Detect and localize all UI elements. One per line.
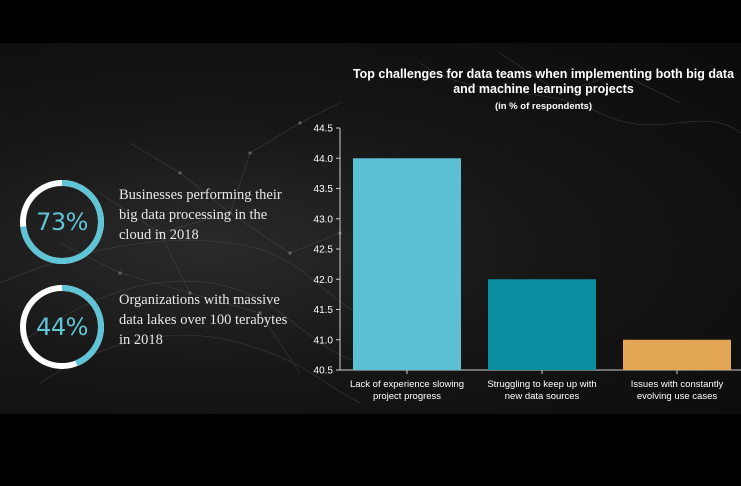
- y-tick-label: 42.0: [314, 275, 334, 286]
- x-tick-label: Lack of experience slowing project progre…: [350, 379, 464, 402]
- bar: [623, 339, 731, 370]
- y-tick-label: 43.0: [314, 214, 334, 225]
- ring-fill: [20, 285, 104, 369]
- y-tick-label: 40.5: [314, 366, 334, 377]
- top-letterbox-band: [0, 0, 741, 43]
- y-tick-label: 44.0: [314, 154, 334, 165]
- stat-description: Organizations with massive data lakes ov…: [119, 292, 288, 348]
- stat-description: Businesses performing their big data pro…: [119, 187, 282, 243]
- y-tick-label: 41.0: [314, 335, 334, 346]
- ring-fill: [20, 180, 104, 264]
- x-tick-label: Issues with constantly evolving use cases: [631, 379, 724, 402]
- x-tick-label: Struggling to keep up with new data sourc…: [487, 379, 596, 402]
- chart-subtitle: (in % of respondents): [494, 101, 593, 112]
- y-tick-label: 41.5: [314, 305, 334, 316]
- bottom-letterbox-band: [0, 414, 741, 486]
- progress-ring: [20, 180, 104, 264]
- bar: [488, 279, 596, 370]
- bar: [353, 158, 461, 370]
- progress-ring: [20, 285, 104, 369]
- y-tick-label: 44.5: [314, 124, 334, 135]
- stat-percentage: 44%: [36, 313, 88, 341]
- y-tick-label: 43.5: [314, 184, 334, 195]
- stat-data-lakes: 44% Organizations with massive data lake…: [18, 283, 318, 373]
- network-background-graphic: [0, 52, 741, 404]
- stat-cloud-processing: 73% Businesses performing their big data…: [18, 178, 318, 268]
- stat-percentage: 73%: [36, 208, 88, 236]
- y-tick-label: 42.5: [314, 245, 334, 256]
- chart-title: Top challenges for data teams when imple…: [352, 67, 735, 96]
